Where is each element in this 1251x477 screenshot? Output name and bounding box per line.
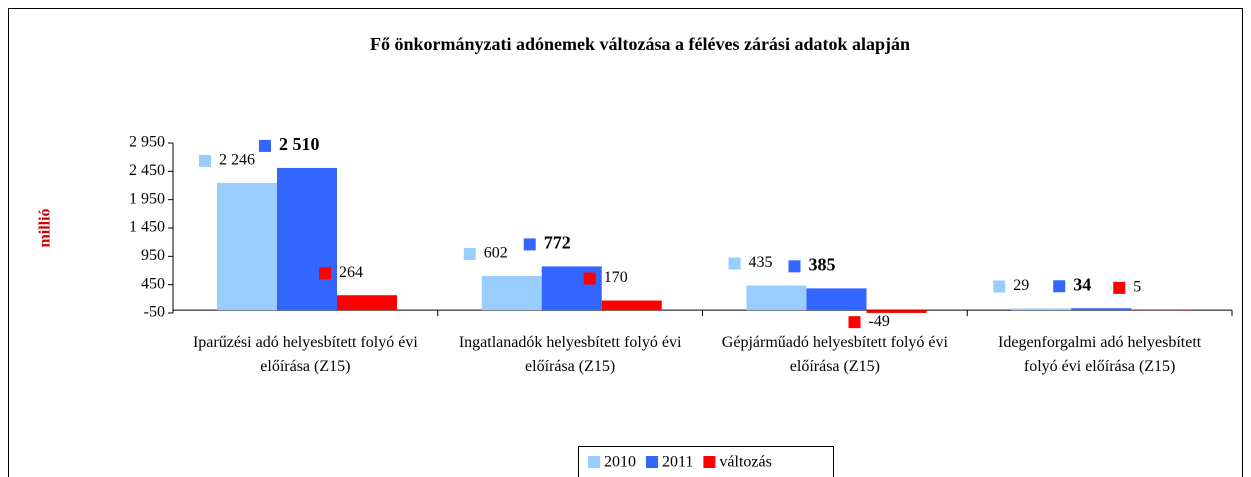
value-label: 29	[1013, 277, 1029, 294]
x-tick-label: Ingatlanadók helyesbített folyó évi előí…	[458, 334, 682, 375]
bar	[217, 182, 277, 311]
value-label-key	[1113, 281, 1126, 294]
value-label: 435	[749, 254, 773, 271]
legend-key	[703, 456, 716, 468]
value-label-key	[993, 280, 1006, 293]
y-tick-label: 2 950	[129, 134, 165, 151]
value-label-key	[199, 154, 211, 167]
value-label: 385	[809, 254, 836, 274]
y-tick-label: 1 950	[129, 190, 165, 207]
value-label: 264	[339, 264, 363, 281]
bar	[806, 288, 867, 311]
value-label-key	[728, 257, 741, 270]
y-tick-label: 1 450	[129, 219, 165, 236]
bar	[337, 295, 397, 311]
bar	[746, 285, 807, 311]
legend-label: változás	[719, 454, 771, 471]
legend-label: 2010	[604, 454, 636, 471]
y-tick-label: 950	[141, 247, 165, 264]
value-label: 772	[544, 233, 571, 253]
bar	[277, 167, 337, 311]
legend-key	[588, 456, 600, 468]
bar	[1011, 308, 1072, 311]
value-label-key	[788, 260, 801, 273]
x-tick-label: Idegenforgalmi adó helyesbített folyó év…	[998, 334, 1202, 375]
y-tick-label: -50	[144, 304, 165, 321]
value-label-key	[523, 238, 536, 251]
x-tick-label: Gépjárműadó helyesbített folyó évi előír…	[721, 334, 948, 375]
legend-label: 2011	[662, 454, 693, 471]
value-label: 2 510	[279, 134, 320, 154]
value-label-key	[463, 248, 476, 261]
value-label: 602	[484, 245, 508, 262]
value-label-key	[319, 267, 331, 280]
y-tick-label: 450	[141, 275, 165, 292]
value-label-key	[1053, 280, 1066, 293]
value-label: 170	[604, 269, 628, 286]
value-label: -49	[869, 313, 890, 330]
value-label-key	[583, 272, 596, 285]
value-label: 2 246	[219, 152, 255, 169]
x-tick-label: Iparűzési adó helyesbített folyó évi elő…	[192, 334, 418, 375]
legend-key	[646, 456, 658, 468]
y-tick-label: 2 450	[129, 162, 165, 179]
value-label-key	[259, 139, 271, 152]
bar	[1071, 308, 1132, 311]
chart-title: Fő önkormányzati adónemek változása a fé…	[370, 34, 910, 54]
y-axis-label: millió	[37, 208, 54, 247]
bar	[866, 310, 927, 313]
value-label: 34	[1073, 274, 1091, 294]
value-label-key	[848, 316, 861, 329]
legend: 2010 2011 változás	[578, 446, 834, 477]
chart-frame	[8, 8, 1243, 477]
bar	[481, 276, 542, 311]
bar	[601, 300, 662, 311]
value-label: 5	[1133, 279, 1141, 296]
